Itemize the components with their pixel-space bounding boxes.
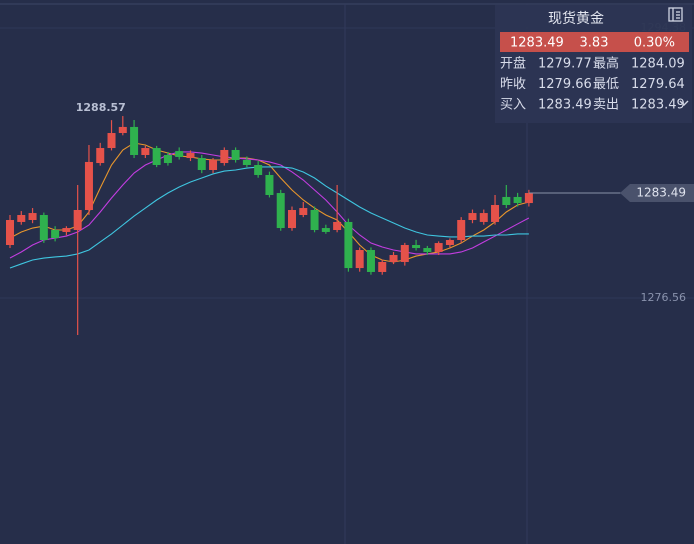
- candle-body: [62, 228, 71, 232]
- icon-frame: [668, 7, 683, 22]
- peak-label: 1288.57: [76, 101, 126, 114]
- field-value: 1279.77: [538, 57, 592, 72]
- candle-body: [310, 210, 319, 231]
- candle-body: [299, 208, 308, 216]
- candle-body: [28, 213, 37, 221]
- candle-body: [366, 250, 375, 272]
- field-label: 昨收: [500, 77, 526, 92]
- candle-body: [400, 245, 409, 262]
- candle-body: [130, 126, 139, 155]
- candle-body: [73, 210, 82, 231]
- candle-body: [118, 126, 127, 134]
- candle-body: [513, 196, 522, 204]
- last-price-tag: [620, 184, 694, 203]
- candle-body: [152, 148, 161, 165]
- candle-body: [412, 245, 421, 249]
- candles: [6, 116, 533, 336]
- candle-body: [434, 243, 443, 252]
- change-pct: 0.30%: [634, 36, 675, 51]
- candle-body: [355, 250, 364, 269]
- panel-background: [495, 5, 692, 123]
- candle-body: [84, 161, 93, 211]
- candle-body: [344, 221, 353, 269]
- candle-body: [220, 149, 229, 164]
- candle-body: [175, 151, 184, 157]
- candle-body: [107, 133, 116, 149]
- price-row: [500, 32, 689, 52]
- panel-icon[interactable]: [668, 7, 683, 22]
- quote-name: 现货黄金: [548, 10, 604, 27]
- candle-body: [197, 158, 206, 170]
- candle-body: [96, 148, 105, 164]
- candle-body: [186, 153, 195, 159]
- candle-body: [389, 255, 398, 262]
- candle-body: [51, 230, 60, 239]
- last-price-label: 1283.49: [636, 186, 686, 200]
- change: 3.83: [580, 36, 609, 51]
- candle-body: [502, 196, 511, 206]
- candle-body: [445, 240, 454, 246]
- candle-body: [17, 215, 26, 222]
- candle-body: [378, 261, 387, 272]
- candle-body: [209, 159, 218, 170]
- candle-body: [479, 213, 488, 222]
- field-value: 1279.66: [538, 77, 592, 92]
- candle-body: [333, 221, 342, 231]
- y-tick-label: 1276.56: [641, 291, 687, 304]
- candle-body: [231, 149, 240, 160]
- candle-body: [265, 174, 274, 195]
- price: 1283.49: [510, 36, 564, 51]
- field-value: 1284.09: [631, 57, 685, 72]
- candle-body: [524, 193, 533, 204]
- ma-line: [9, 166, 529, 269]
- candle-body: [468, 213, 477, 221]
- candle-body: [457, 220, 466, 241]
- field-label: 开盘: [500, 56, 526, 72]
- candle-body: [288, 210, 296, 229]
- ma-line: [9, 151, 530, 259]
- candle-body: [39, 215, 48, 241]
- candle-body: [491, 205, 500, 222]
- field-value: 1283.49: [538, 98, 592, 113]
- candle-body: [163, 154, 172, 164]
- candle-body: [254, 164, 263, 175]
- quote-panel: 现货黄金 1283.49 3.83 0.30% 开盘 1279.77 最高 1284.…: [495, 5, 692, 123]
- candle-body: [242, 159, 251, 165]
- candle-body: [423, 248, 432, 252]
- field-value: 1279.64: [631, 77, 685, 92]
- field-value: 1283.49: [631, 98, 685, 113]
- field-label: 买入: [500, 98, 526, 113]
- candle-body: [141, 148, 150, 155]
- quote-rows: 开盘 1279.77 最高 1284.09 昨收 1279.66 最低 1279.64 买入 12…: [500, 56, 685, 113]
- field-label: 最低: [593, 77, 619, 92]
- candle-body: [276, 193, 285, 229]
- candle-body: [6, 220, 14, 246]
- field-label: 最高: [593, 56, 619, 72]
- field-label: 卖出: [593, 98, 619, 113]
- expand-arrow[interactable]: [679, 100, 689, 106]
- candle-body: [321, 228, 330, 232]
